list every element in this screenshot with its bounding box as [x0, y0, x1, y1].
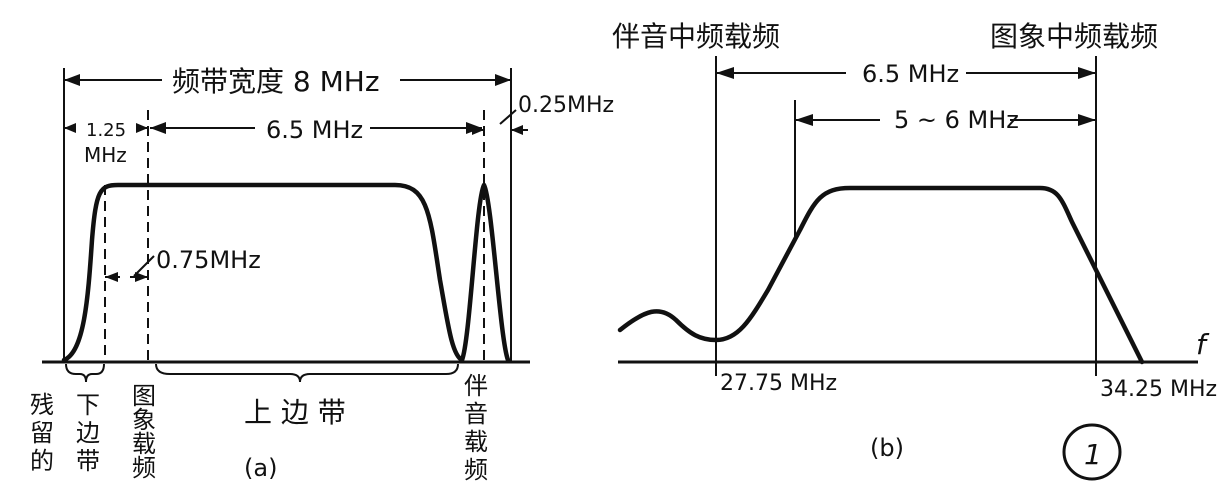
a-brace-upper-sideband	[155, 363, 459, 383]
b-passband-arrowhead-right	[1078, 114, 1096, 126]
b-caption: (b)	[870, 434, 904, 462]
circled-mark	[1062, 423, 1122, 481]
a-lower-width-arrowhead-right	[136, 123, 148, 133]
a-vestigial-label: 0.75MHz	[156, 246, 261, 274]
a-guard-label: 0.25MHz	[518, 93, 614, 118]
a-label-sound-2: 音	[464, 400, 488, 428]
a-lower-width-value: 1.25	[86, 120, 126, 141]
b-if-response-curve	[617, 185, 1145, 365]
a-upper-span-arrowhead-left	[150, 122, 166, 134]
a-vestigial-arrowhead-left	[105, 272, 118, 282]
a-brace-lower-sideband	[65, 363, 105, 383]
a-response-curve	[61, 182, 511, 363]
b-freq-left-label: 27.75 MHz	[720, 371, 837, 396]
a-label-picture-4: 频	[132, 454, 156, 482]
a-label-sound-4: 频	[464, 456, 488, 484]
a-guard-leader	[499, 109, 517, 125]
a-caption: (a)	[244, 454, 277, 482]
b-picture-if-label: 图象中频载频	[990, 20, 1158, 53]
a-label-sound-3: 载	[464, 428, 488, 456]
b-span-arrowhead-right	[1078, 67, 1096, 79]
a-lower-width-unit: MHz	[84, 143, 127, 167]
a-vestigial-leader	[133, 255, 155, 277]
a-label-lower-1: 下	[76, 391, 100, 419]
a-label-vestigial-3: 的	[30, 447, 54, 475]
b-axis-label: f	[1196, 328, 1210, 361]
a-lower-width-arrowhead	[64, 123, 76, 133]
a-guard-arrowhead-right	[511, 125, 523, 135]
a-label-sound-1: 伴	[464, 372, 488, 400]
a-label-upper-sideband: 上 边 带	[244, 396, 346, 429]
b-freq-right-label: 34.25 MHz	[1100, 377, 1217, 402]
a-bandwidth-label: 频带宽度 8 MHz	[172, 65, 380, 98]
a-upper-span-label: 6.5 MHz	[266, 116, 363, 144]
a-label-vestigial-2: 留	[30, 419, 54, 447]
a-guard-arrowhead-left	[472, 125, 484, 135]
figure-a: 频带宽度 8 MHz 1.25 MHz 6.5 MHz 0.25MHz 0.75…	[30, 65, 614, 484]
a-bandwidth-arrowhead-left	[64, 74, 80, 86]
b-passband-label: 5 ~ 6 MHz	[894, 106, 1019, 134]
a-label-vestigial-1: 残	[30, 391, 54, 419]
b-span-label: 6.5 MHz	[862, 60, 959, 88]
a-label-picture-1: 图	[132, 382, 156, 410]
a-bandwidth-arrowhead-right	[495, 74, 511, 86]
a-label-lower-2: 边	[76, 419, 100, 447]
circled-mark-text: 1	[1084, 438, 1102, 471]
b-passband-arrowhead-left	[795, 114, 813, 126]
a-label-picture-3: 载	[132, 430, 156, 458]
a-label-lower-3: 带	[76, 447, 100, 475]
a-vestigial-arrowhead-right	[135, 272, 148, 282]
figure-b: 伴音中频载频 图象中频载频 f 6.5 MHz 5 ~ 6 MHz 27.75 …	[612, 20, 1217, 481]
b-span-arrowhead-left	[716, 67, 734, 79]
a-label-picture-2: 象	[132, 406, 156, 434]
b-sound-if-label: 伴音中频载频	[612, 20, 780, 53]
